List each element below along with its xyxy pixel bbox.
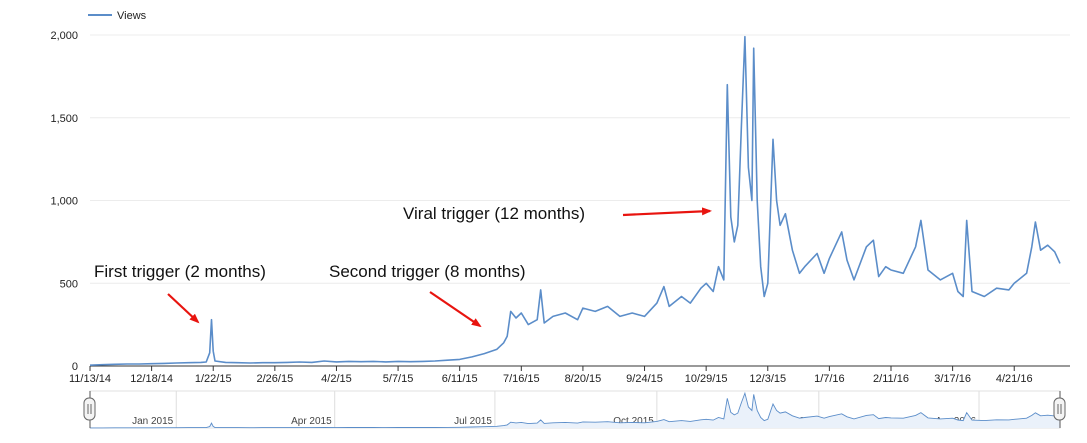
x-tick-label-2015-10-29: 10/29/15: [685, 373, 728, 385]
annotations: First trigger (2 months) Second trigger …: [94, 204, 712, 328]
x-tick-label-2015-08-20: 8/20/15: [565, 373, 602, 385]
x-axis-ticks: 11/13/14 12/18/14 1/22/15 2/26/15 4/2/15 5/7/…: [69, 366, 1033, 385]
series-line-views: [89, 35, 1061, 366]
navigator-tick-label-2015-07-01: Jul 2015: [454, 416, 492, 427]
x-tick-label-2015-09-24: 9/24/15: [626, 373, 663, 385]
annotation-arrow-first-trigger: [167, 293, 200, 324]
x-tick-label-2014-12-18: 12/18/14: [130, 373, 173, 385]
annotation-viral-trigger: Viral trigger (12 months): [403, 204, 585, 223]
x-tick-label-2015-06-11: 6/11/15: [442, 373, 478, 385]
annotation-second-trigger: Second trigger (8 months): [329, 262, 526, 281]
navigator-tick-label-2015-10-01: Oct 2015: [613, 416, 654, 427]
x-tick-label-2015-12-03: 12/3/15: [749, 373, 786, 385]
x-tick-label-2015-05-07: 5/7/15: [383, 373, 414, 385]
x-tick-label-2014-11-13: 11/13/14: [69, 373, 111, 385]
x-tick-label-2016-03-17: 3/17/16: [934, 373, 971, 385]
legend[interactable]: Views: [88, 10, 147, 22]
y-tick-label-1000: 1,000: [50, 196, 78, 208]
navigator-line: [90, 391, 1061, 429]
x-tick-label-2015-02-26: 2/26/15: [256, 373, 293, 385]
navigator-area: [90, 393, 1060, 428]
x-tick-label-2016-01-07: 1/7/16: [814, 373, 845, 385]
navigator-left-handle[interactable]: [83, 391, 96, 428]
navigator-right-handle[interactable]: [1053, 391, 1066, 428]
annotation-arrow-second-trigger: [429, 291, 482, 328]
y-tick-label-500: 500: [60, 278, 78, 290]
y-tick-label-2000: 2,000: [50, 30, 78, 42]
x-tick-label-2016-04-21: 4/21/16: [996, 373, 1033, 385]
legend-label-views: Views: [117, 10, 147, 22]
x-tick-label-2015-04-02: 4/2/15: [321, 373, 352, 385]
y-tick-label-1500: 1,500: [50, 113, 78, 125]
navigator-tick-label-2015-04-01: Apr 2015: [291, 416, 332, 427]
navigator-tick-label-2015-01-01: Jan 2015: [132, 416, 174, 427]
y-tick-label-0: 0: [72, 361, 78, 373]
x-tick-label-2016-02-11: 2/11/16: [873, 373, 909, 385]
grid-lines: [90, 34, 1070, 367]
annotation-first-trigger: First trigger (2 months): [94, 262, 266, 281]
x-tick-label-2015-07-16: 7/16/15: [503, 373, 540, 385]
x-tick-label-2015-01-22: 1/22/15: [195, 373, 232, 385]
y-axis-ticks: 0 500 1,000 1,500 2,000: [50, 30, 78, 373]
annotation-arrow-viral-trigger: [622, 207, 712, 217]
